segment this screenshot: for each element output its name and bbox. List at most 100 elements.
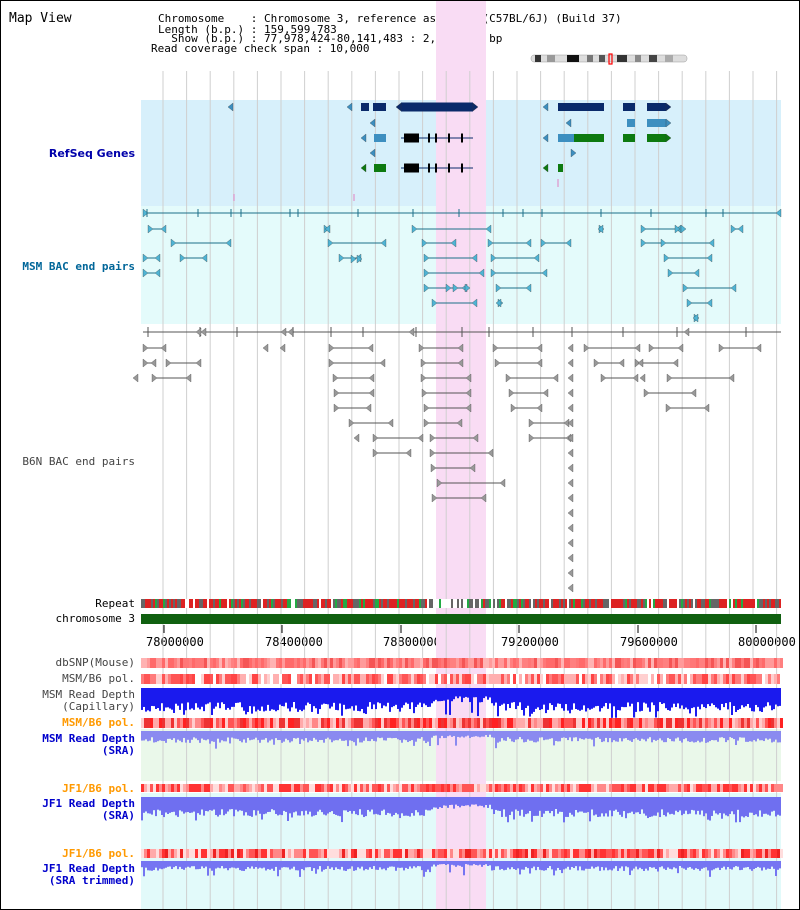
jf1-pol-trim-heat — [261, 849, 264, 858]
msm-capillary-depth — [301, 688, 303, 712]
jf1-sra-depth — [257, 797, 259, 811]
msm-pol-heat — [756, 674, 759, 684]
dbsnp-heat — [687, 658, 690, 668]
repeat-mark — [179, 599, 181, 608]
msm-sra-depth — [415, 731, 417, 742]
repeat-mark — [617, 599, 619, 608]
jf1-pol-heat — [705, 784, 708, 792]
jf1-trim-depth — [537, 861, 539, 867]
strand-arrow — [542, 102, 549, 112]
jf1-pol-heat — [756, 784, 759, 792]
jf1-trim-depth — [239, 861, 241, 871]
repeat-mark — [467, 599, 469, 608]
jf1-pol-heat — [153, 784, 156, 792]
jf1-pol-trim-heat — [759, 849, 762, 858]
msm-pol-heat — [348, 674, 351, 684]
jf1-pol-heat — [372, 784, 375, 792]
jf1-trim-depth — [741, 861, 743, 870]
msm-capillary-depth — [605, 688, 607, 703]
dbsnp-heat — [534, 658, 537, 668]
jf1-pol-heat — [630, 784, 633, 792]
jf1-sra-depth — [395, 797, 397, 813]
jf1-sra-depth — [291, 797, 293, 818]
jf1-pol-trim-heat — [414, 849, 417, 858]
repeat-mark — [231, 599, 233, 608]
gene-feature — [461, 133, 463, 143]
jf1-pol-heat — [744, 784, 747, 792]
jf1-sra-depth — [547, 797, 549, 811]
jf1-sra-depth — [299, 797, 301, 816]
jf1-pol-heat — [675, 784, 678, 792]
jf1-trim-depth — [265, 861, 267, 871]
msm-sra-depth — [505, 731, 507, 741]
dbsnp-heat — [573, 658, 576, 668]
msm-sra-depth — [321, 731, 323, 740]
jf1-pol-trim-heat — [621, 849, 624, 858]
jf1-pol-heat — [624, 784, 627, 792]
jf1-pol-heat — [780, 784, 783, 792]
msm-pol-heat — [399, 674, 402, 684]
jf1-trim-depth — [525, 861, 527, 867]
msm-pol-heat — [483, 674, 486, 684]
repeat-mark — [247, 599, 249, 608]
jf1-sra-depth — [499, 797, 501, 811]
gene-feature — [574, 134, 604, 142]
bac-end-marker — [408, 327, 415, 337]
jf1-pol-trim-heat — [459, 849, 462, 858]
jf1-pol-trim-heat — [156, 849, 159, 858]
repeat-mark — [433, 599, 435, 608]
msm-sra-depth — [279, 731, 281, 741]
jf1-pol-heat — [585, 784, 588, 792]
repeat-mark — [575, 599, 577, 608]
jf1-trim-depth — [483, 861, 485, 866]
repeat-mark — [471, 599, 473, 608]
msm-sra-depth — [479, 731, 481, 738]
repeat-mark — [771, 599, 773, 608]
dbsnp-heat — [156, 658, 159, 668]
jf1-trim-depth — [199, 861, 201, 869]
msm-capillary-depth — [687, 688, 689, 710]
msm-capillary-depth — [419, 688, 421, 703]
jf1-pol-heat — [636, 784, 639, 792]
jf1-trim-depth — [385, 861, 387, 871]
jf1-sra-depth — [333, 797, 335, 815]
jf1-sra-depth — [651, 797, 653, 817]
repeat-mark — [487, 599, 489, 608]
jf1-sra-depth — [579, 797, 581, 812]
bac-end-marker — [353, 433, 360, 443]
dbsnp-heat — [753, 658, 756, 668]
repeat-mark — [347, 599, 349, 608]
repeat-mark — [361, 599, 363, 608]
dbsnp-heat — [249, 658, 252, 668]
chromosome-ideogram[interactable] — [529, 53, 691, 65]
jf1-pol-heat — [363, 784, 366, 792]
msm-sra-depth — [225, 731, 227, 742]
msm-pol-heat — [774, 674, 777, 684]
repeat-mark — [503, 599, 505, 608]
msm-sra-depth — [409, 731, 411, 742]
msm-capillary-depth — [167, 688, 169, 708]
jf1-pol-heat — [444, 784, 447, 792]
msm-pol-sra-heat — [681, 718, 684, 728]
jf1-trim-depth — [649, 861, 651, 867]
msm-pol-heat — [252, 674, 255, 684]
dbsnp-heat — [690, 658, 693, 668]
jf1-sra-depth — [643, 797, 645, 814]
msm-pol-heat — [540, 674, 543, 684]
repeat-mark — [751, 599, 753, 608]
msm-sra-depth — [767, 731, 769, 740]
jf1-pol-trim-heat — [585, 849, 588, 858]
msm-sra-depth — [513, 731, 515, 743]
jf1-trim-depth — [479, 861, 481, 865]
jf1-trim-depth — [679, 861, 681, 867]
msm-sra-depth — [297, 731, 299, 738]
msm-capillary-depth — [201, 688, 203, 707]
repeat-mark — [665, 599, 667, 608]
repeat-mark — [517, 599, 519, 608]
jf1-pol-heat — [489, 784, 492, 792]
repeat-mark — [607, 599, 609, 608]
repeat-mark — [611, 599, 613, 608]
msm-capillary-depth — [357, 688, 359, 711]
bac-end-marker — [552, 373, 559, 383]
